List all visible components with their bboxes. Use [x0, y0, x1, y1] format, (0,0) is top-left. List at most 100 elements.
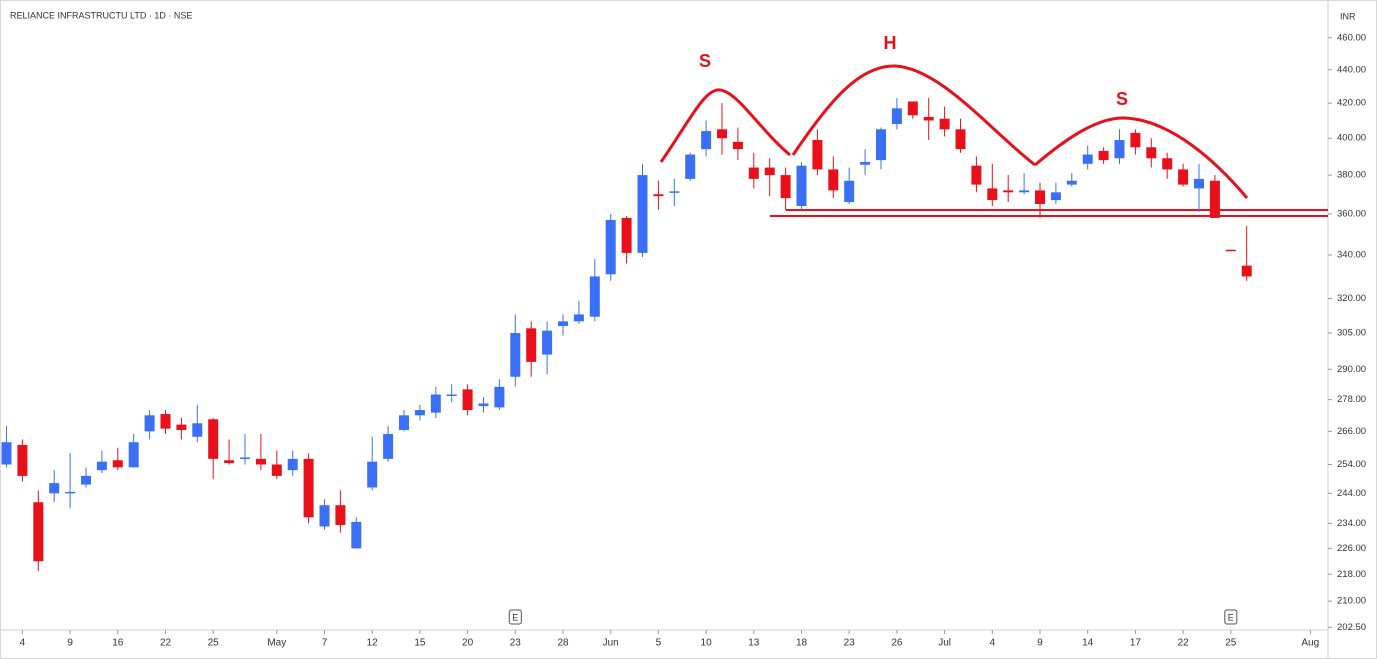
- candle-body: [621, 217, 632, 253]
- candle-body: [732, 141, 743, 150]
- candle-body: [987, 188, 998, 201]
- y-tick-label: 305.00: [1337, 328, 1366, 339]
- x-tick-label: 16: [112, 638, 124, 649]
- candle-body: [1114, 140, 1125, 159]
- event-marker-label: E: [1228, 612, 1234, 622]
- y-tick-label: 218.00: [1337, 569, 1366, 580]
- x-tick-label: Jul: [938, 638, 951, 649]
- candle-body: [526, 328, 537, 362]
- x-tick-label: 26: [891, 638, 903, 649]
- x-tick-label: 4: [990, 638, 996, 649]
- candle-body: [240, 457, 250, 459]
- candle-body: [573, 314, 584, 322]
- y-tick-label: 360.00: [1337, 208, 1366, 219]
- candle-body: [494, 386, 505, 408]
- x-tick-label: May: [267, 638, 286, 649]
- y-tick-label: 234.00: [1337, 518, 1366, 529]
- pattern-curves: [659, 64, 1249, 199]
- x-tick-label: 20: [462, 638, 474, 649]
- candle-body: [1098, 150, 1109, 161]
- x-tick-label: 13: [748, 638, 760, 649]
- candle-body: [637, 175, 648, 253]
- y-tick-label: 460.00: [1337, 32, 1366, 43]
- candle-body: [939, 118, 950, 130]
- candle-body: [1194, 178, 1204, 189]
- x-tick-label: 25: [208, 638, 220, 649]
- candle-body: [1209, 180, 1220, 218]
- y-tick-label: 278.00: [1337, 394, 1366, 405]
- x-tick-label: 4: [20, 638, 26, 649]
- candle-body: [1, 442, 12, 465]
- x-tick-label: 7: [322, 638, 328, 649]
- candle-body: [717, 129, 727, 139]
- candle-body: [1003, 190, 1014, 193]
- candle-body: [955, 129, 966, 150]
- right-shoulder: [1034, 116, 1249, 199]
- candle-body: [65, 491, 76, 494]
- candle-body: [669, 191, 680, 193]
- candle-body: [701, 131, 712, 150]
- candle-body: [891, 108, 902, 125]
- x-tick-label: 25: [1225, 638, 1237, 649]
- head: [791, 64, 1036, 167]
- x-tick-label: 10: [701, 638, 713, 649]
- x-tick-label: 12: [367, 638, 379, 649]
- y-tick-label: 244.00: [1337, 488, 1366, 499]
- candle-body: [287, 458, 298, 471]
- x-tick-label: Jun: [603, 638, 619, 649]
- candle-body: [971, 165, 982, 185]
- candle-body: [876, 129, 886, 161]
- x-tick-label: 23: [844, 638, 856, 649]
- candle-body: [860, 161, 871, 165]
- candle-body: [764, 167, 775, 176]
- candle-body: [271, 464, 282, 476]
- x-tick-label: 9: [1037, 638, 1043, 649]
- candle-body: [49, 483, 60, 494]
- candle-body: [653, 194, 664, 197]
- y-tick-label: 254.00: [1337, 459, 1366, 470]
- x-tick-label: 15: [414, 638, 426, 649]
- candle-body: [828, 169, 839, 191]
- candle-body: [128, 442, 139, 468]
- candle-body: [1035, 190, 1045, 205]
- x-tick-label: 18: [796, 638, 808, 649]
- candle-body: [542, 330, 553, 355]
- candle-body: [1130, 132, 1141, 148]
- x-tick-label: 22: [160, 638, 172, 649]
- annotation: S: [1116, 89, 1128, 109]
- left-shoulder: [659, 88, 791, 163]
- candle-body: [780, 175, 791, 199]
- axis-unit: INR: [1340, 11, 1356, 21]
- y-tick-label: 226.00: [1337, 543, 1366, 554]
- candle-body: [414, 410, 425, 416]
- candle-body: [144, 415, 155, 432]
- x-tick-label: 23: [510, 638, 522, 649]
- candle-body: [796, 165, 807, 206]
- candle-body: [81, 475, 91, 485]
- y-tick-label: 320.00: [1337, 293, 1366, 304]
- candle-body: [907, 101, 918, 116]
- candle-body: [17, 444, 28, 476]
- y-tick-label: 210.00: [1337, 596, 1366, 607]
- y-tick-label: 400.00: [1337, 133, 1366, 144]
- candle-body: [367, 461, 378, 488]
- candle-body: [462, 389, 473, 411]
- y-tick-label: 440.00: [1337, 64, 1366, 75]
- candle-body: [1225, 249, 1236, 252]
- x-tick-label: 22: [1178, 638, 1190, 649]
- candle-body: [923, 116, 934, 121]
- candle-body: [1241, 265, 1252, 277]
- candle-body: [1066, 180, 1077, 185]
- candle-body: [176, 424, 187, 430]
- candle-body: [510, 333, 521, 377]
- y-tick-label: 290.00: [1337, 364, 1366, 375]
- candle-body: [399, 415, 409, 430]
- candle-body: [1082, 154, 1093, 164]
- candle-body: [112, 460, 123, 468]
- candle-body: [192, 423, 203, 437]
- annotation: S: [699, 51, 711, 71]
- candle-body: [685, 154, 696, 179]
- candle-body: [1146, 147, 1157, 159]
- candle-body: [1019, 190, 1030, 193]
